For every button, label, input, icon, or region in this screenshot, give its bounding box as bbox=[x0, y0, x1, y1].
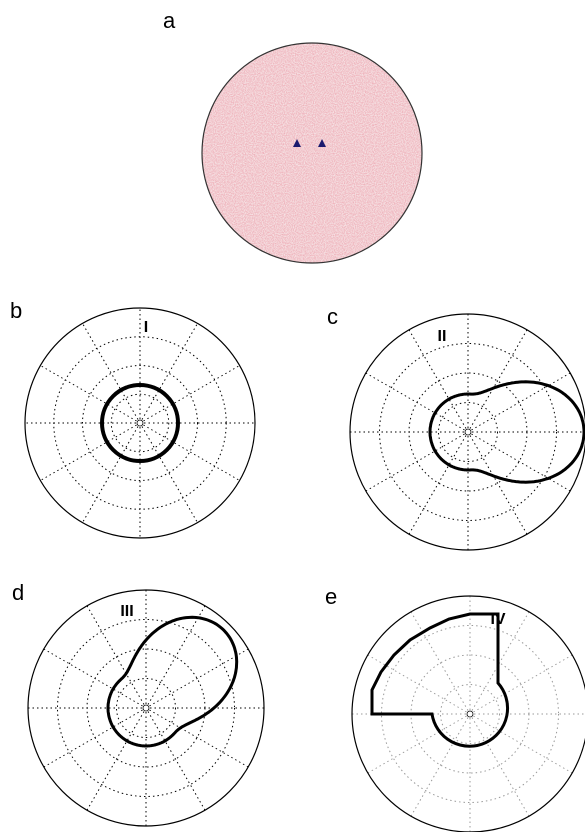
grid-spoke bbox=[147, 711, 206, 811]
grid-spoke bbox=[149, 709, 249, 768]
grid-spoke bbox=[141, 426, 198, 523]
grid-spoke bbox=[143, 365, 240, 422]
panel-numeral: III bbox=[120, 603, 133, 620]
grid-spoke bbox=[473, 654, 573, 713]
grid-ring bbox=[440, 684, 500, 744]
grid-spoke bbox=[408, 329, 467, 429]
grid-spoke bbox=[469, 329, 528, 429]
grid-ring bbox=[381, 625, 559, 803]
panel-numeral: I bbox=[144, 319, 148, 336]
grid-center bbox=[464, 428, 472, 436]
grid-spoke bbox=[471, 433, 571, 492]
panel-label: c bbox=[327, 304, 338, 329]
grid-spoke bbox=[86, 605, 145, 705]
grid-spoke bbox=[143, 424, 240, 481]
grid-center bbox=[142, 704, 150, 712]
panel-label: d bbox=[12, 580, 24, 605]
grid-spoke bbox=[471, 717, 530, 817]
panel-numeral: II bbox=[438, 328, 447, 345]
grid-spoke bbox=[86, 711, 145, 811]
grid-spoke bbox=[40, 424, 137, 481]
grid-spoke bbox=[147, 605, 206, 705]
grid-spoke bbox=[149, 648, 249, 707]
grid-ring bbox=[116, 678, 176, 738]
grid-spoke bbox=[367, 715, 467, 774]
grid-ring bbox=[82, 365, 198, 481]
grid-spoke bbox=[410, 717, 469, 817]
plot-outline bbox=[351, 595, 585, 832]
grid-spoke bbox=[365, 372, 465, 431]
grid-spoke bbox=[471, 372, 571, 431]
grid-ring bbox=[379, 343, 557, 521]
grid-spoke bbox=[82, 426, 139, 523]
marker bbox=[293, 139, 301, 147]
grid-center bbox=[466, 710, 474, 718]
grid-ring bbox=[57, 619, 235, 797]
tuning-curve bbox=[106, 615, 239, 748]
grid-ring bbox=[110, 393, 170, 453]
grid-spoke bbox=[82, 323, 139, 420]
noise-texture bbox=[202, 43, 422, 263]
panel-label: b bbox=[10, 298, 22, 323]
grid-spoke bbox=[473, 715, 573, 774]
disc-outline bbox=[201, 42, 423, 264]
grid-spoke bbox=[43, 709, 143, 768]
grid-spoke bbox=[43, 648, 143, 707]
grid-spoke bbox=[469, 435, 528, 535]
grid-center bbox=[136, 419, 144, 427]
panel-label: e bbox=[325, 584, 337, 609]
plot-outline bbox=[27, 589, 265, 827]
grid-ring bbox=[53, 336, 227, 510]
tuning-curve bbox=[370, 612, 509, 748]
grid-spoke bbox=[471, 611, 530, 711]
panel-label: a bbox=[163, 8, 176, 33]
grid-spoke bbox=[408, 435, 467, 535]
plot-outline bbox=[349, 313, 585, 551]
grid-spoke bbox=[141, 323, 198, 420]
grid-spoke bbox=[410, 611, 469, 711]
tuning-curve bbox=[100, 383, 180, 463]
grid-spoke bbox=[40, 365, 137, 422]
tuning-curve bbox=[428, 380, 585, 484]
grid-spoke bbox=[365, 433, 465, 492]
marker bbox=[318, 139, 326, 147]
grid-ring bbox=[438, 402, 498, 462]
plot-outline bbox=[24, 307, 256, 539]
grid-spoke bbox=[367, 654, 467, 713]
